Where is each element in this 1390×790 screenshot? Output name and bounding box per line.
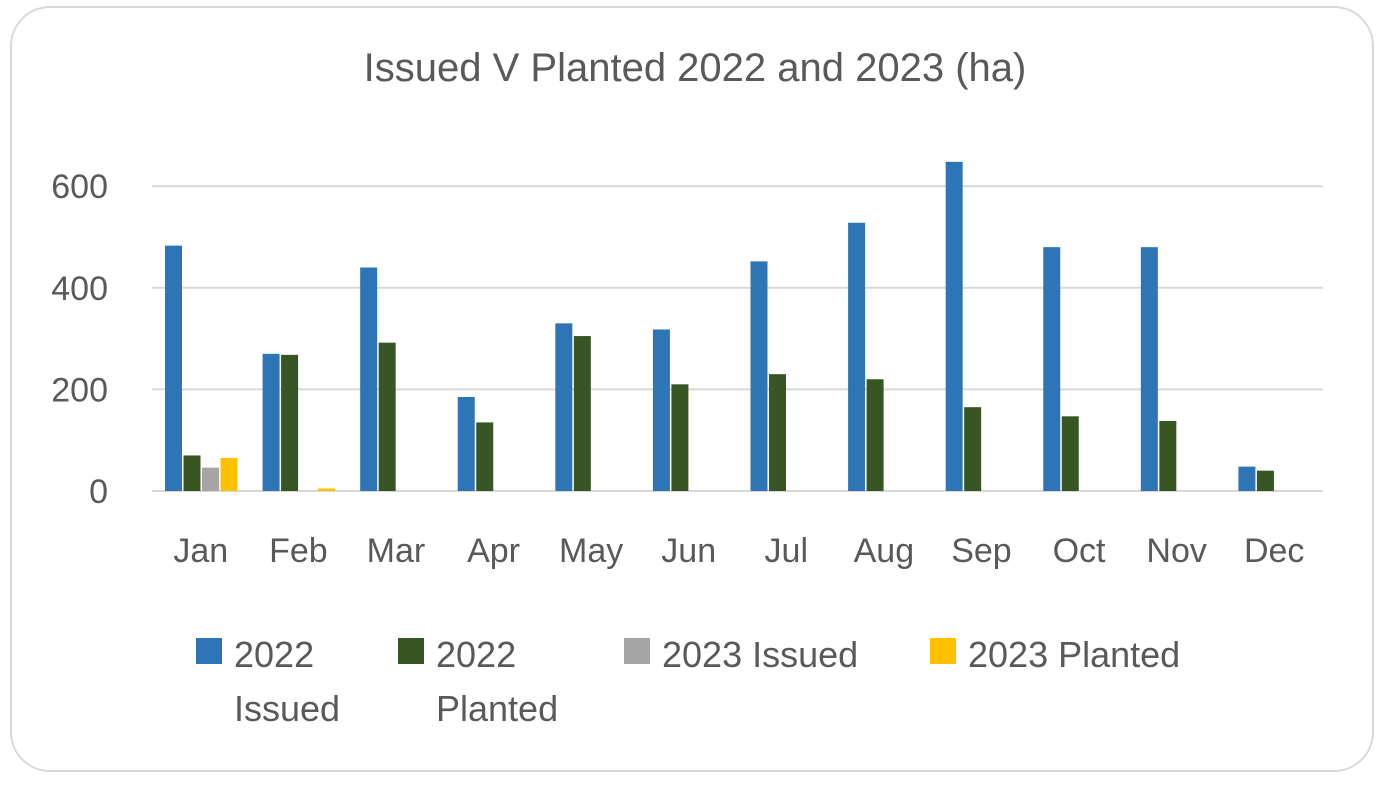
bar-2022-issued-jan: [165, 245, 182, 491]
x-tick-label: Jun: [661, 532, 716, 570]
legend-item-2022-issued: 2022 Issued: [196, 628, 364, 736]
x-tick-label: Dec: [1244, 532, 1304, 570]
bar-2022-issued-dec: [1238, 466, 1256, 491]
bar-2022-issued-nov: [1140, 247, 1158, 491]
x-tick-label: Jul: [765, 532, 808, 570]
chart-title: Issued V Planted 2022 and 2023 (ha): [363, 46, 1027, 90]
x-tick-label: Mar: [367, 532, 426, 570]
legend-label: 2022 Planted: [436, 634, 559, 729]
bar-2023-planted-feb: [318, 488, 336, 491]
x-axis-ticks: Jan Feb Mar Apr May Jun Jul Aug Sep Oct Nov Dec: [173, 532, 1304, 570]
x-tick-label: Jan: [173, 532, 228, 570]
y-tick-label: 400: [51, 270, 108, 308]
x-tick-label: Apr: [467, 532, 520, 570]
x-tick-label: Oct: [1053, 532, 1106, 570]
y-tick-label: 200: [51, 371, 108, 409]
bar-2022-planted-jul: [769, 374, 786, 491]
bar-2022-planted-nov: [1159, 420, 1177, 491]
bar-2022-planted-mar: [378, 342, 396, 491]
x-tick-label: Sep: [951, 532, 1012, 570]
bar-2022-issued-jun: [652, 329, 670, 491]
legend-swatch: [624, 638, 650, 664]
legend-item-2023-issued: 2023 Issued: [624, 628, 858, 682]
legend-swatch: [398, 638, 424, 664]
x-tick-label: Nov: [1146, 532, 1206, 570]
x-tick-label: May: [559, 532, 623, 570]
bar-2022-planted-apr: [476, 422, 494, 491]
legend-label: 2023 Planted: [968, 634, 1181, 675]
y-tick-label: 600: [51, 168, 108, 206]
x-tick-label: Feb: [269, 532, 328, 570]
bars: [165, 161, 1274, 492]
legend-label: 2023 Issued: [662, 634, 859, 675]
legend-swatch: [930, 638, 956, 664]
gridlines: [152, 185, 1323, 492]
y-tick-label: 0: [89, 473, 108, 511]
y-axis-ticks: 0 200 400 600: [51, 168, 108, 511]
bar-2022-issued-may: [555, 323, 573, 491]
bar-2022-planted-jun: [671, 384, 689, 491]
bar-2022-issued-oct: [1043, 247, 1061, 491]
bar-2022-issued-jul: [750, 261, 768, 491]
bar-2022-issued-feb: [262, 353, 280, 491]
bar-2022-planted-aug: [866, 379, 884, 491]
bar-2022-issued-apr: [457, 397, 475, 491]
bar-2022-planted-jan: [183, 455, 201, 491]
bar-2022-issued-aug: [848, 222, 866, 491]
legend-swatch: [196, 638, 222, 664]
legend-item-2023-planted: 2023 Planted: [930, 628, 1180, 682]
bar-2022-planted-dec: [1256, 470, 1274, 491]
bar-2022-issued-sep: [945, 161, 963, 492]
x-tick-label: Aug: [854, 532, 915, 570]
bar-2022-planted-feb: [281, 354, 299, 491]
bar-2023-planted-jan: [220, 457, 238, 491]
bar-2022-planted-oct: [1061, 416, 1079, 491]
bar-2022-planted-may: [573, 336, 591, 491]
bar-2022-planted-sep: [964, 407, 982, 491]
bar-2023-issued-jan: [202, 467, 219, 491]
legend-label: 2022 Issued: [234, 634, 341, 729]
bar-2022-issued-mar: [360, 267, 378, 491]
legend-item-2022-planted: 2022 Planted: [398, 628, 586, 736]
